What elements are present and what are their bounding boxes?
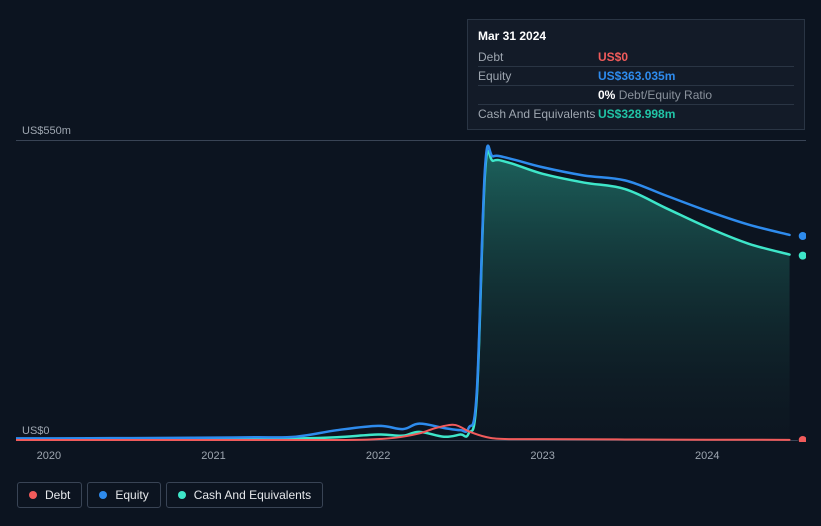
legend-item-debt[interactable]: Debt — [17, 482, 82, 508]
legend-item-cash[interactable]: Cash And Equivalents — [166, 482, 323, 508]
tooltip-date: Mar 31 2024 — [478, 26, 794, 48]
legend-item-equity[interactable]: Equity — [87, 482, 160, 508]
tooltip-row-ratio: 0% Debt/Equity Ratio — [478, 86, 794, 105]
legend-label: Equity — [115, 488, 148, 502]
tooltip-value: US$328.998m — [598, 105, 794, 124]
financial-chart — [16, 140, 806, 442]
chart-tooltip: Mar 31 2024 Debt US$0 Equity US$363.035m… — [467, 19, 805, 130]
tooltip-row-cash: Cash And Equivalents US$328.998m — [478, 105, 794, 124]
y-axis-label-max: US$550m — [22, 125, 71, 137]
legend-dot-icon — [29, 491, 37, 499]
legend-label: Debt — [45, 488, 70, 502]
tooltip-value: US$0 — [598, 48, 794, 67]
tooltip-table: Debt US$0 Equity US$363.035m 0% Debt/Equ… — [478, 48, 794, 123]
tooltip-label: Debt — [478, 48, 598, 67]
tooltip-label — [478, 86, 598, 105]
x-axis-tick: 2023 — [530, 450, 554, 462]
x-axis-labels: 2020 2021 2022 2023 2024 — [0, 450, 821, 468]
tooltip-label: Equity — [478, 67, 598, 86]
legend-label: Cash And Equivalents — [194, 488, 311, 502]
tooltip-row-equity: Equity US$363.035m — [478, 67, 794, 86]
x-axis-tick: 2020 — [37, 450, 61, 462]
tooltip-row-debt: Debt US$0 — [478, 48, 794, 67]
x-axis-tick: 2022 — [366, 450, 390, 462]
tooltip-label: Cash And Equivalents — [478, 105, 598, 124]
tooltip-value: 0% Debt/Equity Ratio — [598, 86, 794, 105]
chart-legend: Debt Equity Cash And Equivalents — [17, 482, 323, 508]
legend-dot-icon — [178, 491, 186, 499]
x-axis-tick: 2021 — [201, 450, 225, 462]
tooltip-value: US$363.035m — [598, 67, 794, 86]
legend-dot-icon — [99, 491, 107, 499]
x-axis-tick: 2024 — [695, 450, 719, 462]
